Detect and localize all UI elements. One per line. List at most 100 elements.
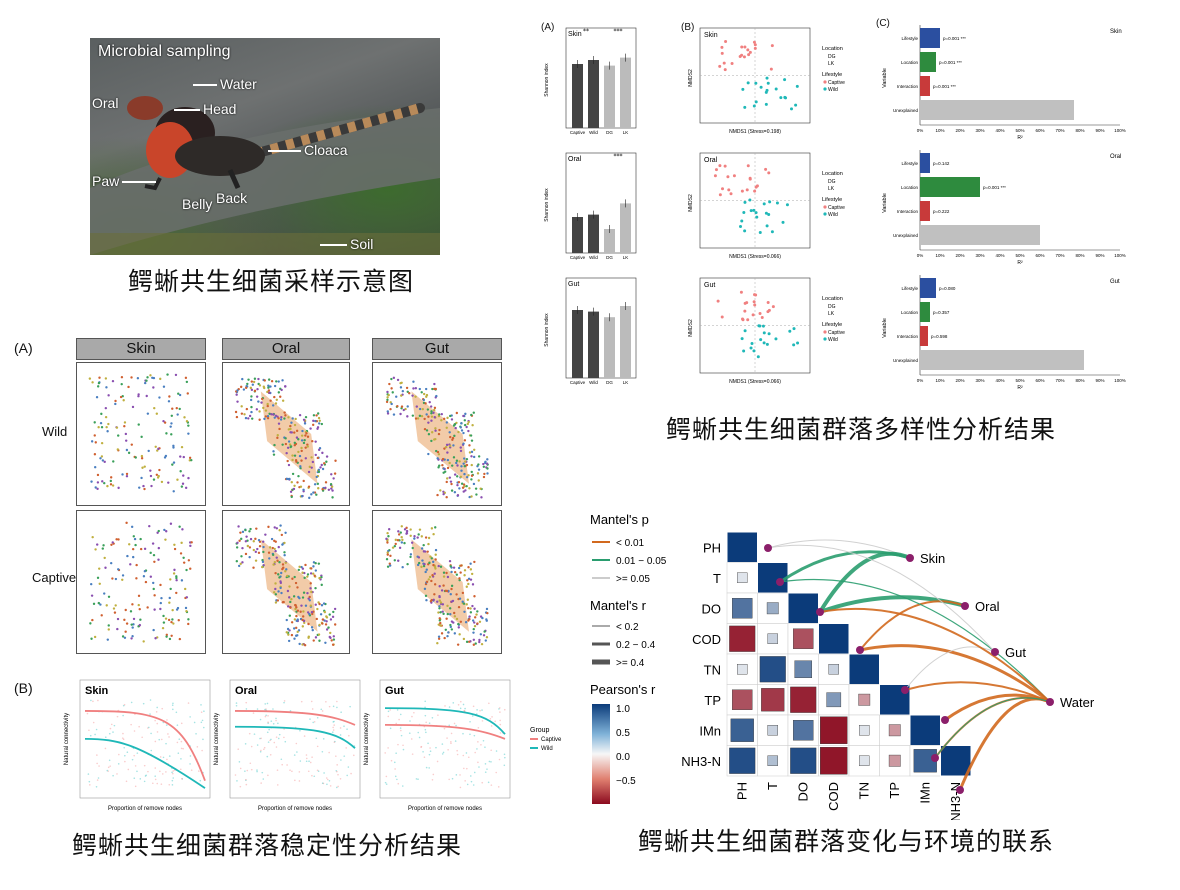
network-node (409, 553, 413, 556)
network-node (445, 480, 448, 484)
network-node (187, 618, 190, 621)
network-node (450, 570, 453, 574)
network-node (105, 386, 108, 389)
legend-r-item: >= 0.4 (616, 658, 645, 669)
stability-point (166, 758, 168, 761)
network-node (386, 541, 389, 544)
network-node (98, 376, 101, 379)
nmds-point (758, 231, 762, 235)
nmds-point (795, 84, 799, 88)
network-node (293, 441, 297, 445)
heatmap-row-label: DO (702, 601, 722, 616)
stability-point (325, 700, 327, 703)
network-node (409, 534, 412, 537)
network-node (314, 586, 317, 590)
nmds-point (753, 189, 757, 193)
network-node (120, 382, 123, 386)
network-node (123, 425, 126, 428)
stability-point (94, 733, 96, 736)
stability-point (337, 785, 339, 788)
network-node (439, 611, 442, 614)
r2-category: Lifestyle (901, 36, 918, 41)
network-node (183, 416, 186, 419)
stability-point (490, 725, 493, 727)
network-node (300, 439, 304, 442)
network-node (173, 547, 177, 551)
network-node (241, 530, 245, 534)
network-node (438, 607, 441, 610)
network-node (266, 414, 270, 418)
network-node (459, 475, 463, 478)
stability-point (316, 745, 319, 748)
network-node (252, 380, 256, 384)
network-node (470, 572, 474, 576)
network-node (388, 562, 391, 565)
nmds-point (742, 55, 746, 59)
stability-point (424, 714, 427, 717)
network-node (255, 408, 259, 411)
network-node (417, 533, 420, 536)
nmds-point (794, 103, 798, 107)
heatmap-cell (729, 625, 756, 652)
stability-point (424, 706, 426, 709)
nmds-point (770, 44, 774, 48)
network-node (462, 414, 465, 418)
network-node (286, 459, 289, 463)
network-node (283, 551, 286, 554)
stability-point (256, 769, 258, 771)
heatmap-cell (793, 628, 814, 649)
network-node (303, 422, 307, 425)
heatmap-diag-cell (940, 745, 972, 777)
network-node (99, 457, 102, 460)
network-node (178, 407, 181, 411)
network-node (158, 396, 161, 399)
network-node (248, 530, 251, 533)
network-node (438, 619, 441, 622)
network-node (455, 459, 459, 462)
network-node (236, 389, 239, 392)
stability-point (171, 772, 174, 775)
nmds-point (758, 324, 762, 328)
legend-title: Lifestyle (822, 322, 842, 328)
bar-x-tick: Captive (570, 255, 586, 260)
stability-point (266, 731, 269, 734)
nmds-point (767, 332, 771, 336)
network-node (165, 530, 168, 533)
stability-point (272, 708, 274, 710)
network-node (301, 618, 304, 622)
network-node (448, 444, 452, 448)
heatmap-cell (767, 755, 778, 766)
lizard-photo: Microbial sampling Water Oral Head Cloac… (90, 38, 440, 255)
network-node (295, 436, 299, 439)
network-node (450, 482, 453, 486)
stability-point (418, 736, 421, 739)
stability-point (203, 726, 205, 729)
stability-point (109, 727, 112, 730)
network-node (443, 470, 447, 473)
stability-point (154, 775, 156, 777)
stability-point (441, 753, 444, 755)
stability-point (490, 749, 492, 752)
heatmap-diag-cell (818, 623, 850, 655)
stability-point (275, 736, 278, 738)
network-node (291, 577, 294, 580)
network-node (137, 394, 140, 398)
stability-point (182, 747, 184, 750)
network-node (117, 486, 120, 490)
stability-point (236, 780, 238, 782)
network-node (276, 559, 279, 562)
network-node (420, 414, 424, 418)
legend-p-title: Mantel's p (590, 512, 649, 527)
network-node (320, 583, 323, 587)
stability-point (123, 703, 126, 706)
network-node (425, 413, 428, 416)
r2-category: Interaction (897, 209, 919, 214)
network-node (446, 604, 449, 608)
network-node (439, 565, 443, 568)
network-node (471, 619, 475, 622)
network-node (135, 577, 138, 580)
r2-tick: 10% (935, 378, 944, 383)
r2-category: Location (901, 310, 919, 315)
network-node (301, 567, 305, 570)
network-node (441, 610, 444, 613)
